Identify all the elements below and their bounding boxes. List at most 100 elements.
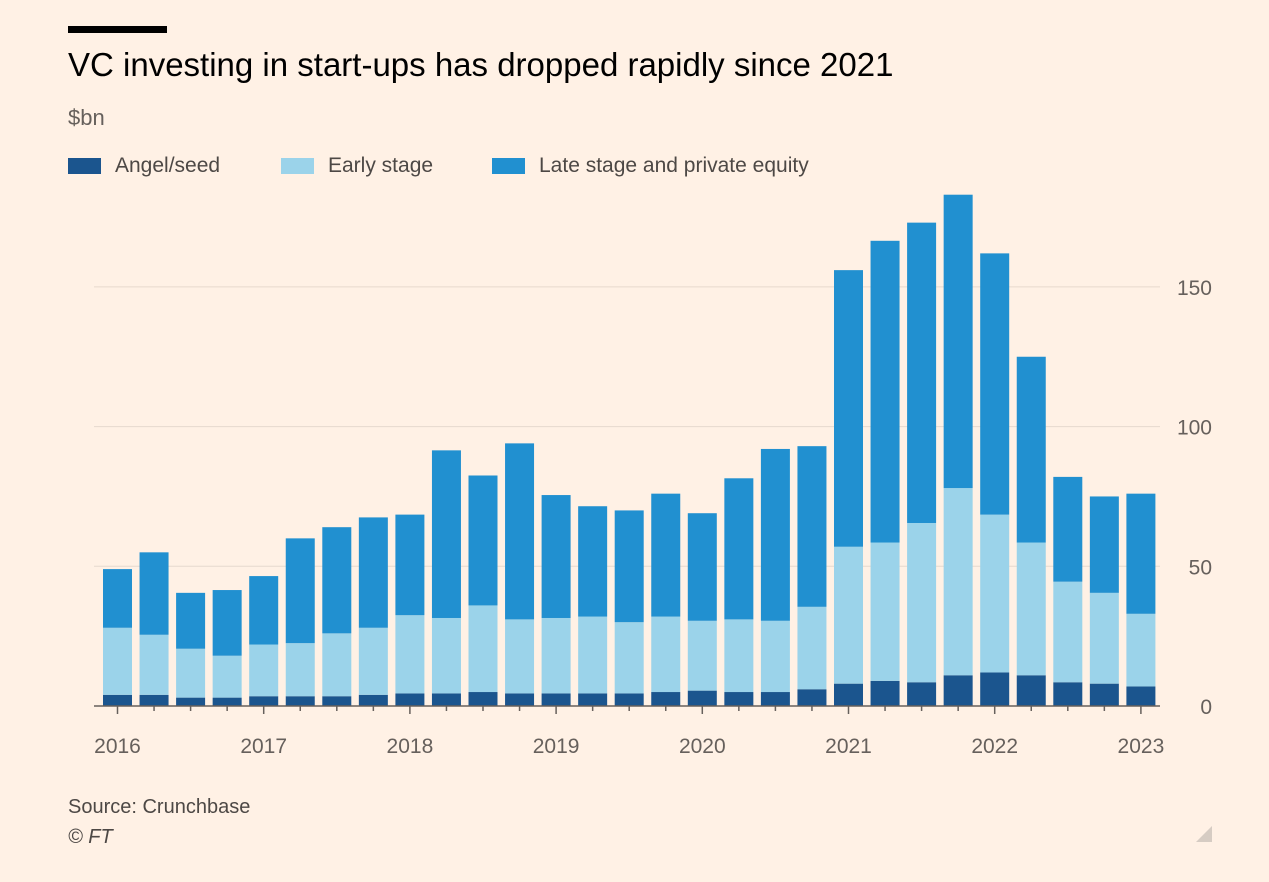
legend-label-late-stage: Late stage and private equity [539,154,809,177]
bar-angel-seed-1 [103,694,132,706]
y-tick-label-0: 0 [1200,696,1212,719]
bar-late-stage-and-private-equity-22 [870,240,900,543]
bar-late-stage-and-private-equity-28 [1089,496,1119,593]
bar-early-stage-24 [943,488,973,676]
x-tick-label-2017: 2017 [240,735,287,758]
bar-early-stage-11 [468,605,498,693]
bar-angel-seed-21 [834,683,863,706]
bar-angel-seed-24 [943,675,973,706]
bar-late-stage-and-private-equity-4 [212,590,242,656]
bar-early-stage-26 [1016,542,1046,676]
x-axis: 2016 2017 2018 2019 2020 2021 2022 2023 [94,705,1165,758]
bar-angel-seed-16 [651,692,681,706]
bar-early-stage-16 [651,616,681,693]
bar-angel-seed-11 [468,692,498,706]
y-tick-label-150: 150 [1177,277,1212,300]
legend-item-late-stage: Late stage and private equity [492,154,809,178]
bar-angel-seed-23 [907,682,937,706]
bar-early-stage-27 [1053,581,1083,683]
bar-angel-seed-13 [541,693,571,706]
legend-label-angel-seed: Angel/seed [115,154,221,177]
bar-early-stage-5 [249,644,279,697]
bar-angel-seed-2 [139,694,169,706]
x-tick-label-2022: 2022 [971,735,1018,758]
bar-angel-seed-27 [1053,682,1083,706]
bars [103,194,1156,706]
bar-late-stage-and-private-equity-6 [285,538,315,644]
bar-angel-seed-7 [322,696,352,706]
bar-early-stage-28 [1089,592,1119,684]
bar-angel-seed-22 [870,680,900,706]
bar-early-stage-17 [687,620,717,691]
x-tick-label-2020: 2020 [679,735,726,758]
bar-late-stage-and-private-equity-9 [395,514,425,616]
y-axis: 0 50 100 150 [1177,277,1212,719]
bar-early-stage-21 [834,546,863,684]
bar-late-stage-and-private-equity-7 [322,527,352,634]
bar-early-stage-25 [980,514,1010,673]
bar-late-stage-and-private-equity-24 [943,194,973,489]
bar-angel-seed-6 [285,696,315,706]
bar-angel-seed-19 [760,692,790,706]
bar-early-stage-23 [907,522,937,683]
top-rule [68,26,167,33]
legend-swatch-angel-seed [68,158,101,174]
bar-early-stage-9 [395,615,425,694]
bar-late-stage-and-private-equity-25 [980,253,1010,515]
bar-early-stage-29 [1126,613,1156,687]
bar-angel-seed-15 [614,693,644,706]
y-tick-label-50: 50 [1189,556,1212,579]
legend-swatch-late-stage [492,158,525,174]
bar-late-stage-and-private-equity-1 [103,569,132,628]
bar-late-stage-and-private-equity-23 [907,222,937,523]
bar-early-stage-8 [358,627,388,695]
bar-late-stage-and-private-equity-11 [468,475,498,606]
bar-early-stage-2 [139,634,169,695]
y-tick-label-100: 100 [1177,417,1212,440]
bar-late-stage-and-private-equity-20 [797,446,827,607]
bar-early-stage-22 [870,542,900,681]
bar-early-stage-19 [760,620,790,693]
credit: © FT [68,826,113,848]
bar-angel-seed-14 [578,693,608,706]
bar-early-stage-18 [724,619,754,693]
bar-late-stage-and-private-equity-5 [249,576,279,645]
bar-early-stage-6 [285,643,315,697]
x-tick-label-2021: 2021 [825,735,872,758]
x-tick-label-2019: 2019 [533,735,580,758]
bar-late-stage-and-private-equity-8 [358,517,388,628]
bar-late-stage-and-private-equity-17 [687,513,717,621]
bar-early-stage-3 [176,648,206,698]
bar-late-stage-and-private-equity-27 [1053,476,1083,582]
bar-early-stage-4 [212,655,242,698]
x-tick-label-2016: 2016 [94,735,141,758]
x-tick-label-2023: 2023 [1118,735,1165,758]
bar-angel-seed-9 [395,693,425,706]
bar-angel-seed-17 [687,690,717,706]
chart-title: VC investing in start-ups has dropped ra… [68,46,894,83]
bar-angel-seed-4 [212,697,242,706]
bar-late-stage-and-private-equity-2 [139,552,169,635]
bar-angel-seed-25 [980,672,1010,706]
source-note: Source: Crunchbase [68,796,251,818]
bar-late-stage-and-private-equity-10 [431,450,461,618]
bar-angel-seed-5 [249,696,279,706]
bar-early-stage-13 [541,617,571,694]
bar-late-stage-and-private-equity-21 [834,270,863,547]
x-tick-label-2018: 2018 [387,735,434,758]
bar-late-stage-and-private-equity-16 [651,493,681,617]
bar-angel-seed-3 [176,697,206,706]
bar-early-stage-7 [322,633,352,697]
legend-item-early-stage: Early stage [281,154,433,178]
bar-early-stage-15 [614,622,644,694]
bar-angel-seed-28 [1089,683,1119,706]
bar-late-stage-and-private-equity-12 [505,443,535,620]
legend-item-angel-seed: Angel/seed [68,154,220,178]
bar-early-stage-14 [578,616,608,694]
bar-angel-seed-18 [724,692,754,706]
bar-early-stage-1 [103,627,132,695]
bar-angel-seed-8 [358,694,388,706]
legend-label-early-stage: Early stage [328,154,434,177]
bar-angel-seed-26 [1016,675,1046,706]
